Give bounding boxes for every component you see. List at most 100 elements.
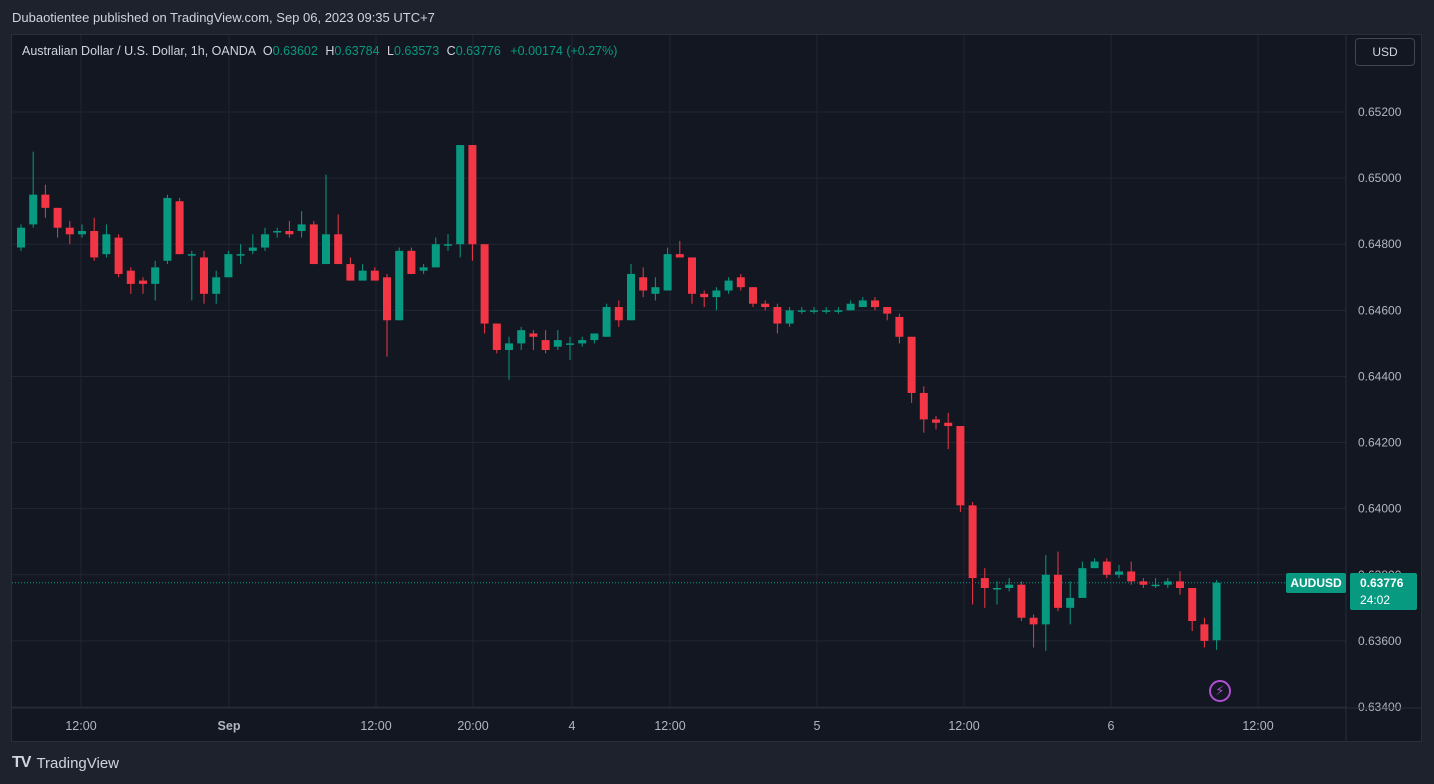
candle-body xyxy=(1041,574,1050,625)
candle-body xyxy=(1017,584,1026,618)
publisher-text: Dubaotientee published on TradingView.co… xyxy=(12,10,435,25)
candle-body xyxy=(688,257,696,294)
candle-body xyxy=(639,277,648,291)
candle-body xyxy=(395,250,404,321)
candle-body xyxy=(627,273,635,321)
candle-body xyxy=(480,244,489,324)
candle-body xyxy=(1127,571,1136,582)
x-tick-label: 12:00 xyxy=(360,719,391,733)
x-tick-label: 4 xyxy=(569,719,576,733)
candle-body xyxy=(797,310,806,312)
candle-body xyxy=(907,336,916,393)
candle-body xyxy=(492,323,501,350)
candle-body xyxy=(468,145,477,245)
candle-body xyxy=(883,307,892,314)
chart-frame[interactable] xyxy=(11,34,1422,742)
candle-body xyxy=(1176,581,1184,588)
y-tick-label: 0.65000 xyxy=(1358,171,1402,185)
top-bar: Dubaotientee published on TradingView.co… xyxy=(0,0,1434,34)
candle-body xyxy=(980,578,989,588)
currency-button[interactable]: USD xyxy=(1355,38,1415,66)
lightning-icon[interactable]: ⚡ xyxy=(1209,680,1231,702)
x-tick-label: 12:00 xyxy=(654,719,685,733)
low-value: 0.63573 xyxy=(393,44,440,58)
axes: 0.65200 0.65000 0.64800 0.64600 0.64400 0.642… xyxy=(12,35,1421,741)
candle-body xyxy=(956,426,965,506)
change-value: +0.00174 (+0.27%) xyxy=(510,44,618,58)
candle-body xyxy=(651,287,660,294)
candle-body xyxy=(65,227,74,235)
candle-body xyxy=(41,194,50,208)
candles xyxy=(17,145,1221,651)
candle-body xyxy=(285,231,294,235)
candle-body xyxy=(17,227,25,248)
candle-body xyxy=(419,267,428,271)
candle-body xyxy=(529,333,538,337)
candle-body xyxy=(993,588,1001,590)
x-tick-label: 12:00 xyxy=(948,719,979,733)
candle-body xyxy=(297,224,306,231)
chart-grid xyxy=(12,35,1346,708)
candle-body xyxy=(383,277,391,321)
candle-body xyxy=(1139,581,1148,585)
candle-body xyxy=(541,340,550,350)
candle-body xyxy=(566,343,574,345)
candle-body xyxy=(212,277,221,294)
candle-body xyxy=(736,277,745,288)
candle-body xyxy=(944,422,953,427)
candle-body xyxy=(114,237,123,274)
candle-body xyxy=(1102,561,1111,575)
candle-body xyxy=(712,290,721,298)
brand-name: TradingView xyxy=(36,754,119,772)
candle-body xyxy=(675,254,684,258)
candle-body xyxy=(1054,574,1062,608)
close-label: C xyxy=(446,44,456,58)
candle-body xyxy=(724,280,733,291)
candle-body xyxy=(261,234,269,248)
candle-body xyxy=(1188,588,1197,622)
symbol-title: Australian Dollar / U.S. Dollar, 1h, OAN… xyxy=(22,44,256,58)
y-tick-label: 0.64600 xyxy=(1358,303,1402,317)
x-tick-label: 20:00 xyxy=(457,719,488,733)
candle-body xyxy=(90,231,99,258)
candle-body xyxy=(346,264,355,281)
candle-body xyxy=(602,307,611,337)
candle-body xyxy=(1090,561,1099,569)
ohlc-legend: Australian Dollar / U.S. Dollar, 1h, OAN… xyxy=(22,44,617,58)
x-tick-label: 12:00 xyxy=(1242,719,1273,733)
last-price-box: 0.63776 24:02 xyxy=(1350,573,1417,610)
x-tick-label: 5 xyxy=(814,719,821,733)
tradingview-brand[interactable]: TV TradingView xyxy=(12,754,119,772)
y-tick-label: 0.64000 xyxy=(1358,502,1402,516)
candle-body xyxy=(163,197,172,261)
low-label: L xyxy=(387,44,394,58)
candle-body xyxy=(517,330,526,344)
candle-body xyxy=(78,231,86,235)
x-tick-label: 12:00 xyxy=(65,719,96,733)
candle-body xyxy=(1200,624,1209,641)
x-tick-label: 6 xyxy=(1108,719,1115,733)
candle-body xyxy=(968,505,977,579)
candle-body xyxy=(358,270,367,281)
symbol-price-tag: AUDUSD xyxy=(1286,573,1346,593)
bar-countdown: 24:02 xyxy=(1360,593,1391,607)
candle-body xyxy=(236,254,245,256)
candle-body xyxy=(871,300,879,308)
candle-body xyxy=(334,234,343,265)
tradingview-logo-icon: TV xyxy=(12,754,31,771)
candle-body xyxy=(175,201,184,255)
y-tick-label: 0.63600 xyxy=(1358,634,1402,648)
candle-body xyxy=(932,419,940,423)
candle-body xyxy=(773,307,782,324)
candle-body xyxy=(139,280,147,284)
candle-body xyxy=(407,250,416,274)
candle-body xyxy=(456,145,465,245)
candle-body xyxy=(614,307,623,321)
candle-body xyxy=(102,234,111,255)
candle-body xyxy=(273,231,282,233)
close-value: 0.63776 xyxy=(455,44,501,58)
candle-body xyxy=(431,244,440,268)
y-tick-label: 0.64800 xyxy=(1358,237,1402,251)
candle-body xyxy=(309,224,318,265)
